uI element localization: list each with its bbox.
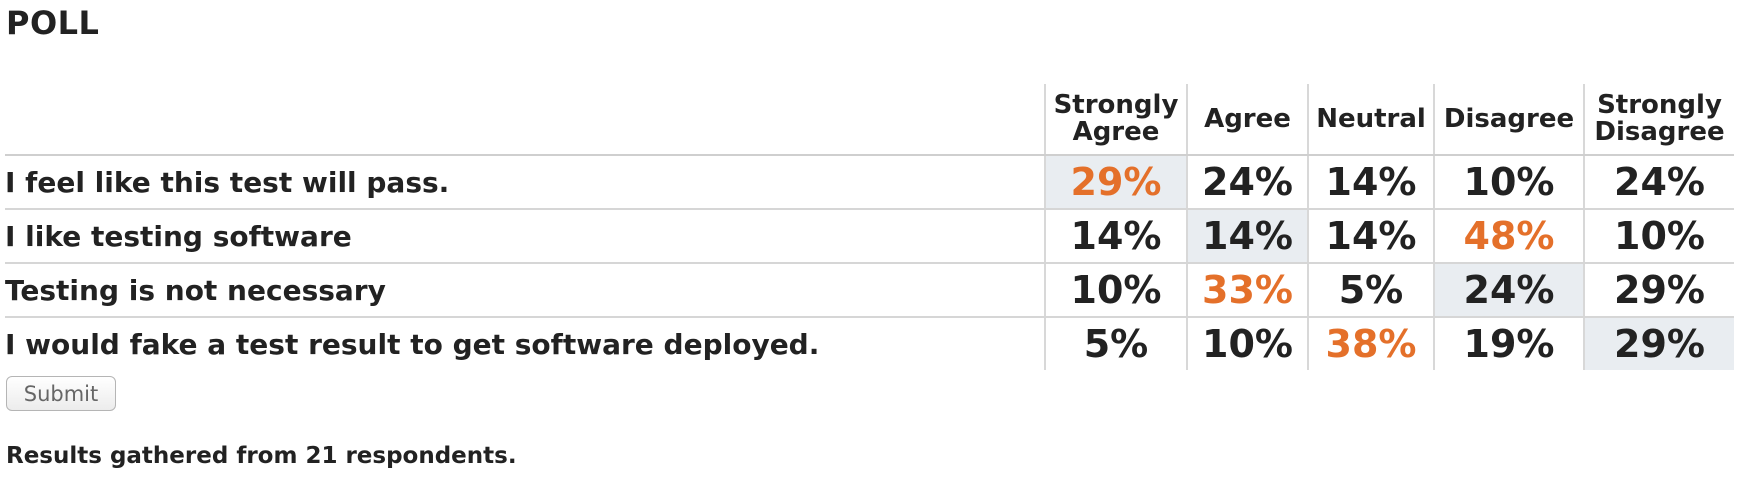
result-cell-strongly-agree[interactable]: 14% — [1044, 209, 1187, 264]
result-cell-disagree[interactable]: 10% — [1433, 155, 1584, 210]
result-cell-agree[interactable]: 24% — [1186, 155, 1308, 210]
poll-table: Strongly Agree Agree Neutral Disagree Str… — [5, 84, 1734, 370]
result-cell-strongly-agree[interactable]: 10% — [1044, 263, 1187, 318]
result-cell-neutral[interactable]: 14% — [1307, 155, 1434, 210]
poll-row: Testing is not necessary 10% 33% 5% 24% … — [5, 263, 1734, 318]
result-cell-disagree[interactable]: 48% — [1433, 209, 1584, 264]
result-cell-agree[interactable]: 10% — [1186, 317, 1308, 370]
poll-question: I feel like this test will pass. — [5, 155, 1045, 210]
result-cell-strongly-disagree[interactable]: 29% — [1583, 263, 1734, 318]
submit-button[interactable]: Submit — [6, 376, 116, 411]
poll-row: I like testing software 14% 14% 14% 48% … — [5, 209, 1734, 264]
result-cell-agree[interactable]: 14% — [1186, 209, 1308, 264]
poll-title: POLL — [6, 4, 100, 42]
poll-question: I would fake a test result to get softwa… — [5, 327, 820, 361]
result-cell-neutral[interactable]: 5% — [1307, 263, 1434, 318]
result-cell-strongly-agree[interactable]: 29% — [1044, 155, 1187, 210]
column-header-strongly-disagree: Strongly Disagree — [1583, 84, 1734, 156]
result-cell-disagree[interactable]: 24% — [1433, 263, 1584, 318]
result-cell-agree[interactable]: 33% — [1186, 263, 1308, 318]
result-cell-neutral[interactable]: 38% — [1307, 317, 1434, 370]
column-header-disagree: Disagree — [1433, 84, 1584, 156]
column-header-neutral: Neutral — [1307, 84, 1434, 156]
poll-question: I like testing software — [5, 209, 1045, 264]
column-header-strongly-agree: Strongly Agree — [1044, 84, 1187, 156]
poll-row: I feel like this test will pass. 29% 24%… — [5, 155, 1734, 210]
result-cell-neutral[interactable]: 14% — [1307, 209, 1434, 264]
results-summary: Results gathered from 21 respondents. — [6, 443, 517, 469]
result-cell-strongly-disagree[interactable]: 24% — [1583, 155, 1734, 210]
result-cell-strongly-agree[interactable]: 5% — [1044, 317, 1187, 370]
result-cell-strongly-disagree[interactable]: 10% — [1583, 209, 1734, 264]
result-cell-strongly-disagree[interactable]: 29% — [1583, 317, 1734, 370]
poll-header-corner — [5, 84, 1045, 156]
poll-row: I would fake a test result to get softwa… — [5, 317, 1734, 370]
column-header-agree: Agree — [1186, 84, 1308, 156]
poll-header-row: Strongly Agree Agree Neutral Disagree Str… — [5, 84, 1734, 156]
result-cell-disagree[interactable]: 19% — [1433, 317, 1584, 370]
poll-question: Testing is not necessary — [5, 263, 1045, 318]
